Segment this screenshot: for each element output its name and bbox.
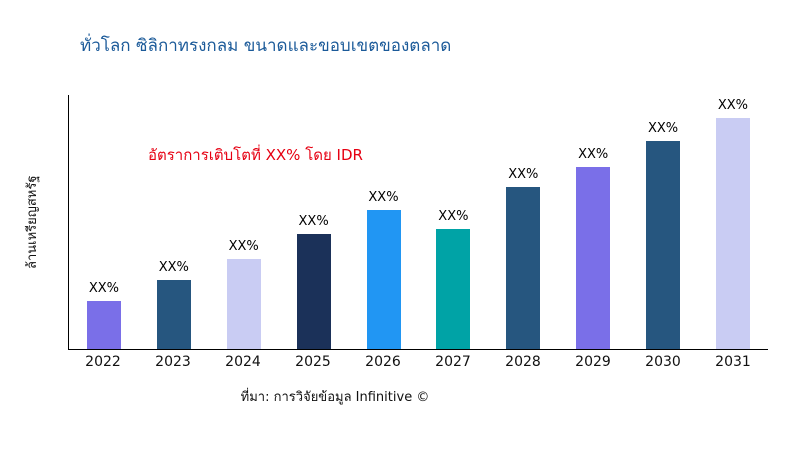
bar-column-2029: XX% xyxy=(560,95,626,349)
bar-column-2022: XX% xyxy=(71,95,137,349)
x-tick-label-2023: 2023 xyxy=(155,354,191,370)
x-tick-label-2025: 2025 xyxy=(295,354,331,370)
x-tick-label-2028: 2028 xyxy=(505,354,541,370)
bars: XX% XX% XX% XX% XX% XX% XX% XX% XX% XX% xyxy=(69,95,768,349)
x-tick-label-2026: 2026 xyxy=(365,354,401,370)
bar-value-label: XX% xyxy=(368,190,399,206)
x-tick-label-2030: 2030 xyxy=(645,354,681,370)
x-tick-label-2024: 2024 xyxy=(225,354,261,370)
bar-value-label: XX% xyxy=(578,146,609,162)
bar-value-label: XX% xyxy=(717,98,749,114)
x-tick-label-2031: 2031 xyxy=(715,354,751,370)
bar-column-2028: XX% xyxy=(490,95,556,349)
bar-value-label: XX% xyxy=(438,208,469,224)
bar-column-2026: XX% xyxy=(351,95,417,349)
bar-2022 xyxy=(86,300,121,349)
bar-2023 xyxy=(156,279,191,349)
bar-2030 xyxy=(646,141,681,349)
bar-column-2030: XX% xyxy=(630,95,696,349)
bar-2028 xyxy=(506,187,541,349)
bar-value-label: XX% xyxy=(228,238,259,254)
source-attribution: ที่มา: การวิจัยข้อมูล Infinitive © xyxy=(240,390,430,405)
bar-column-2025: XX% xyxy=(281,95,347,349)
x-tick-label-2029: 2029 xyxy=(575,354,611,370)
bar-value-label: XX% xyxy=(88,280,120,296)
bar-column-2027: XX% xyxy=(420,95,486,349)
bar-2027 xyxy=(436,228,471,349)
bar-value-label: XX% xyxy=(298,213,329,229)
bar-column-2031: XX% xyxy=(700,95,766,349)
chart-title: ทั่วโลก ซิลิกาทรงกลม ขนาดและขอบเขตของตลา… xyxy=(80,36,452,56)
x-axis-labels: 2022 2023 2024 2025 2026 2027 2028 2029 2030 2031 xyxy=(68,354,768,370)
y-axis-label: ล้านเหรียญสหรัฐ xyxy=(25,175,40,270)
bar-column-2024: XX% xyxy=(211,95,277,349)
bar-2029 xyxy=(576,166,611,349)
x-tick-label-2022: 2022 xyxy=(85,354,121,370)
bar-2024 xyxy=(226,258,261,349)
bar-2025 xyxy=(296,233,331,349)
bar-value-label: XX% xyxy=(158,259,189,275)
plot-area: XX% XX% XX% XX% XX% XX% XX% XX% XX% XX% xyxy=(68,95,768,350)
bar-value-label: XX% xyxy=(647,121,679,137)
x-tick-label-2027: 2027 xyxy=(435,354,471,370)
bar-2026 xyxy=(366,210,401,349)
bar-value-label: XX% xyxy=(508,167,539,183)
growth-rate-annotation: อัตราการเติบโตที่ XX% โดย IDR xyxy=(148,146,363,164)
bar-2031 xyxy=(715,118,750,349)
bar-column-2023: XX% xyxy=(141,95,207,349)
